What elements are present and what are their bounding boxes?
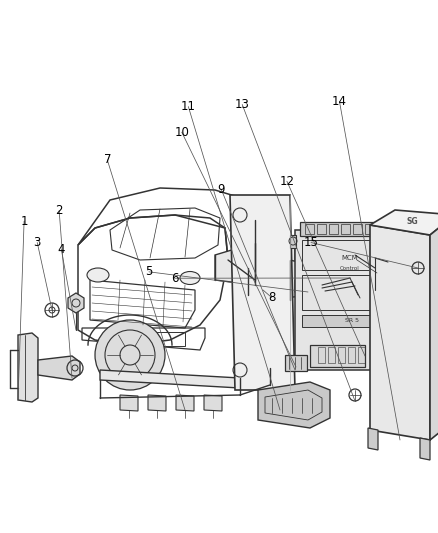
Text: 14: 14: [332, 95, 347, 108]
Polygon shape: [18, 333, 38, 402]
Bar: [295, 230, 410, 370]
Bar: [365, 224, 374, 234]
Polygon shape: [410, 235, 416, 248]
Polygon shape: [248, 260, 310, 300]
Bar: [389, 224, 398, 234]
Text: SG: SG: [406, 217, 418, 227]
Bar: [305, 224, 314, 234]
Polygon shape: [120, 395, 138, 411]
Polygon shape: [295, 275, 322, 297]
Polygon shape: [204, 395, 222, 411]
Text: MCM: MCM: [342, 255, 358, 261]
Text: SR 5: SR 5: [345, 319, 359, 324]
Text: 2: 2: [55, 204, 63, 217]
Bar: [377, 224, 386, 234]
Bar: [125, 332, 185, 346]
Bar: [341, 224, 350, 234]
Polygon shape: [368, 428, 378, 450]
Polygon shape: [230, 195, 295, 390]
Bar: [285, 355, 307, 371]
Polygon shape: [430, 215, 438, 440]
Circle shape: [95, 320, 165, 390]
Bar: [310, 345, 365, 367]
Polygon shape: [148, 395, 166, 411]
Text: 8: 8: [268, 291, 275, 304]
Text: 13: 13: [235, 98, 250, 111]
Text: 9: 9: [217, 183, 225, 196]
Ellipse shape: [87, 268, 109, 282]
Polygon shape: [100, 368, 270, 388]
Text: 6: 6: [171, 272, 179, 285]
Text: 1: 1: [20, 215, 28, 228]
Bar: [329, 224, 338, 234]
Text: 7: 7: [103, 154, 111, 166]
Bar: [300, 222, 400, 236]
Polygon shape: [176, 395, 194, 411]
Text: 12: 12: [279, 175, 294, 188]
Text: 3: 3: [34, 236, 41, 249]
Polygon shape: [68, 293, 84, 313]
Text: 15: 15: [304, 236, 318, 249]
Text: Control: Control: [340, 265, 360, 271]
Bar: [317, 224, 326, 234]
Bar: [328, 347, 335, 363]
Bar: [338, 347, 345, 363]
Bar: [302, 275, 402, 310]
Text: 10: 10: [174, 126, 189, 139]
Bar: [302, 315, 402, 327]
Bar: [348, 347, 355, 363]
Bar: [353, 224, 362, 234]
Bar: [318, 347, 325, 363]
Bar: [302, 240, 402, 270]
Polygon shape: [38, 356, 80, 380]
Polygon shape: [420, 438, 430, 460]
Polygon shape: [258, 382, 330, 428]
Polygon shape: [215, 243, 295, 285]
Bar: [358, 347, 365, 363]
Polygon shape: [290, 235, 296, 248]
Ellipse shape: [180, 271, 200, 285]
Text: 11: 11: [181, 100, 196, 113]
Text: 4: 4: [57, 243, 65, 256]
Text: 5: 5: [145, 265, 152, 278]
Polygon shape: [370, 210, 438, 235]
Polygon shape: [370, 225, 430, 440]
